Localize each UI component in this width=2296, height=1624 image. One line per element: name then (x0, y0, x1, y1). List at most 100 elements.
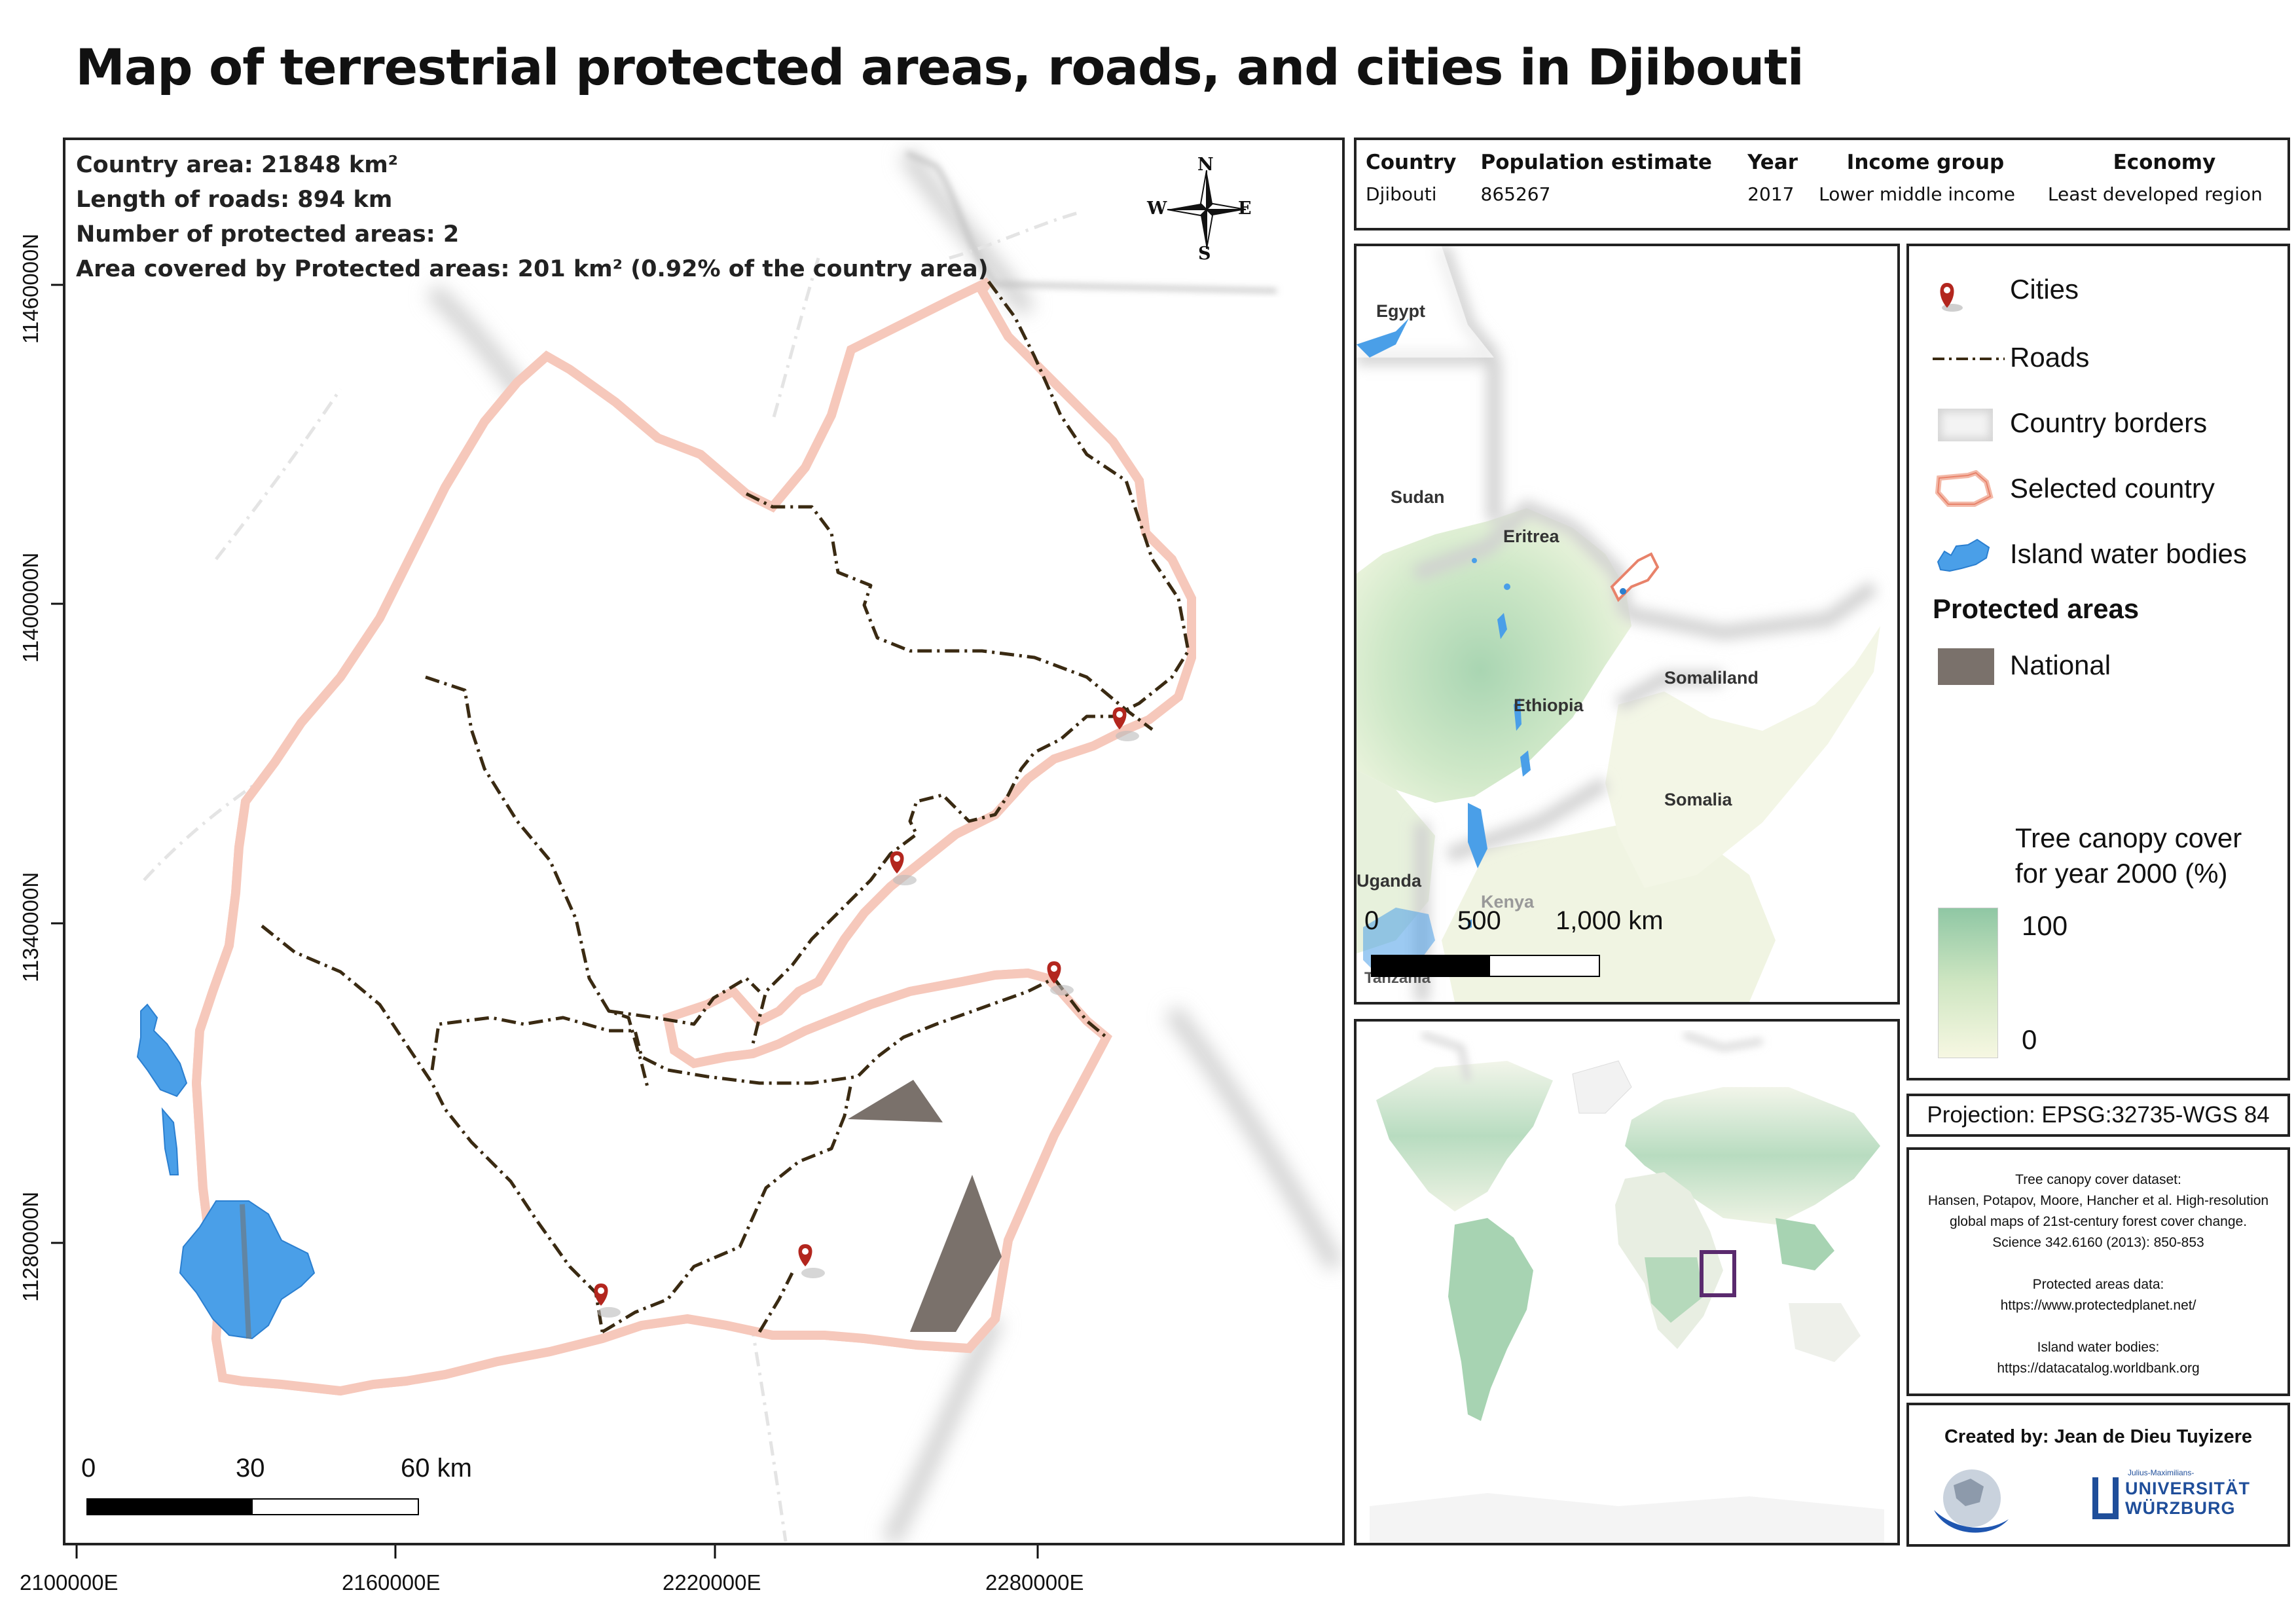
city-marker-icon (1940, 283, 1963, 312)
cell-year: 2017 (1747, 183, 1795, 205)
legend-country-borders: Country borders (2010, 407, 2208, 438)
cell-income: Lower middle income (1819, 183, 2015, 205)
selected-country[interactable] (191, 282, 1196, 1396)
protected-areas[interactable] (848, 1080, 1002, 1332)
stat-country-area: Country area: 21848 km² (76, 152, 398, 178)
credit-line-1: Tree canopy cover dataset: (2015, 1172, 2181, 1187)
legend-canopy-max: 100 (2022, 910, 2068, 941)
canopy-gradient-bar (1938, 908, 1998, 1058)
lake-assal[interactable] (136, 1003, 188, 1098)
compass-e: E (1238, 198, 1252, 219)
inset-label-somaliland: Somaliland (1664, 668, 1759, 688)
world-inset-canvas (1370, 1031, 1884, 1543)
scale-label-30: 30 (236, 1454, 265, 1483)
credit-line-2: Hansen, Potapov, Moore, Hancher et al. H… (1927, 1193, 2269, 1208)
stat-road-length: Length of roads: 894 km (76, 187, 393, 213)
lake-small[interactable] (161, 1107, 179, 1175)
projection-box: Projection: EPSG:32735-WGS 84 (1906, 1094, 2290, 1137)
national-swatch (1938, 648, 1994, 685)
university-logo: Julius-Maximilians- UNIVERSITÄT WÜRZBURG (2092, 1468, 2256, 1527)
credit-line-6: Protected areas data: (2032, 1277, 2164, 1292)
inset-label-eritrea: Eritrea (1503, 526, 1559, 546)
world-inset-map[interactable] (1354, 1019, 1900, 1545)
legend-canopy-title-2: for year 2000 (%) (2015, 858, 2228, 889)
inset-label-sudan: Sudan (1391, 487, 1445, 507)
map-title: Map of terrestrial protected areas, road… (75, 38, 1804, 96)
legend-canopy-min: 0 (2022, 1024, 2037, 1055)
col-country: Country (1366, 151, 1457, 174)
city-marker[interactable] (798, 1244, 826, 1278)
main-map-canvas (136, 148, 1342, 1543)
city-marker[interactable] (1112, 707, 1140, 741)
credit-line-8 (1909, 1316, 2287, 1337)
scale-label-60: 60 km (401, 1454, 472, 1483)
uni-line2: WÜRZBURG (2125, 1498, 2236, 1518)
road-line-icon (1933, 358, 2005, 360)
legend-roads: Roads (2010, 342, 2090, 373)
created-by-text: Created by: Jean de Dieu Tuyizere (1944, 1426, 2253, 1447)
compass-s: S (1198, 244, 1211, 264)
city-marker[interactable] (890, 851, 917, 885)
city-marker[interactable] (1047, 961, 1074, 995)
uni-small: Julius-Maximilians- (2128, 1468, 2195, 1477)
col-population: Population estimate (1480, 151, 1712, 174)
cell-economy: Least developed region (2047, 183, 2263, 205)
cell-country: Djibouti (1366, 183, 1437, 205)
x-tick-3: 2220000E (663, 1570, 761, 1595)
credit-line-3: global maps of 21st-century forest cover… (1949, 1214, 2248, 1229)
col-year: Year (1747, 151, 1798, 174)
protected-area-2[interactable] (910, 1175, 1002, 1332)
credit-line-9: Island water bodies: (2037, 1340, 2160, 1355)
y-tick-2: 11400000N (18, 552, 43, 663)
region-inset-canvas (1357, 246, 1880, 1002)
created-by-box: Created by: Jean de Dieu Tuyizere Julius… (1906, 1403, 2290, 1547)
credit-line-7: https://www.protectedplanet.net/ (2000, 1298, 2196, 1313)
inset-label-kenya: Kenya (1481, 892, 1535, 912)
inset-scale-500: 500 (1457, 906, 1501, 935)
legend-protected-heading: Protected areas (1933, 593, 2140, 624)
cell-population: 865267 (1480, 183, 1551, 205)
scale-label-0: 0 (81, 1454, 96, 1483)
protected-area-1[interactable] (848, 1080, 943, 1122)
inset-scale-0: 0 (1364, 906, 1379, 935)
inset-label-egypt: Egypt (1376, 301, 1426, 321)
legend-island-water: Island water bodies (2010, 538, 2247, 569)
credit-line-5 (1909, 1253, 2287, 1274)
credit-line-10: https://datacatalog.worldbank.org (1997, 1361, 2200, 1376)
y-tick-3: 11340000N (18, 872, 43, 982)
col-income: Income group (1846, 151, 2005, 174)
col-economy: Economy (2113, 151, 2216, 174)
projection-text: Projection: EPSG:32735-WGS 84 (1927, 1102, 2270, 1128)
credits-box: Tree canopy cover dataset: Hansen, Potap… (1906, 1147, 2290, 1396)
region-inset-map[interactable] (1354, 244, 1900, 1005)
inset-label-somalia: Somalia (1664, 790, 1732, 809)
inset-label-ethiopia: Ethiopia (1514, 695, 1584, 715)
info-table-panel: Country Population estimate Year Income … (1354, 138, 2290, 231)
roads[interactable] (261, 280, 1190, 1334)
stat-protected-count: Number of protected areas: 2 (76, 221, 460, 248)
stat-protected-cover: Area covered by Protected areas: 201 km²… (76, 256, 989, 282)
globe-logo-icon (1934, 1469, 2009, 1533)
x-tick-4: 2280000E (985, 1570, 1084, 1595)
compass-n: N (1197, 155, 1214, 175)
y-tick-4: 11280000N (18, 1191, 43, 1302)
cities[interactable] (594, 707, 1140, 1318)
legend-canopy-title-1: Tree canopy cover (2015, 822, 2242, 853)
city-marker[interactable] (594, 1283, 621, 1318)
main-map[interactable] (63, 138, 1345, 1545)
info-table: Country Population estimate Year Income … (1357, 140, 2287, 210)
inset-locator-box (1700, 1250, 1736, 1297)
legend-panel: Cities Roads Country borders Selected co… (1906, 244, 2290, 1080)
compass-w: W (1147, 198, 1167, 219)
x-tick-1: 2100000E (20, 1570, 118, 1595)
country-border-swatch (1938, 409, 1993, 441)
legend-cities: Cities (2010, 274, 2079, 304)
selected-country-swatch (1935, 470, 1994, 507)
water-swatch (1937, 538, 1990, 572)
compass-icon (1167, 170, 1247, 249)
x-tick-2: 2160000E (342, 1570, 441, 1595)
uni-line1: UNIVERSITÄT (2125, 1479, 2251, 1498)
inset-label-uganda: Uganda (1357, 871, 1422, 891)
legend-selected-country: Selected country (2010, 473, 2215, 504)
legend-national: National (2010, 650, 2111, 680)
